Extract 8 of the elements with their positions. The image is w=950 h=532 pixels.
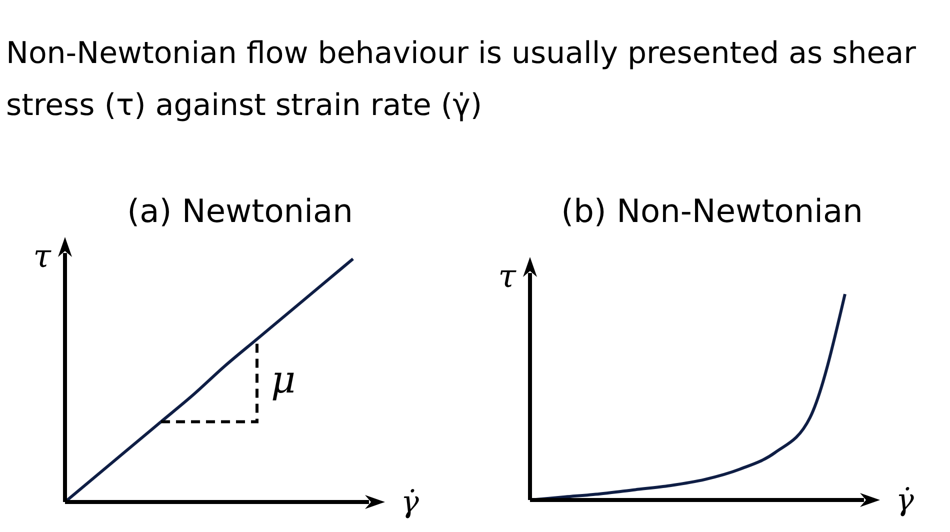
text: Non-Newtonian flow behaviour is usually presented as shear stress (τ) against strain rate (γ̇) <box>6 35 917 125</box>
annotation: μ <box>271 357 296 402</box>
x-axis-title: γ̇ <box>401 485 419 520</box>
y-axis-title: τ <box>498 257 518 295</box>
chart-title: (a) Newtonian <box>127 192 353 230</box>
y-axis-title: τ <box>33 237 52 275</box>
chart-title: (b) Non-Newtonian <box>561 192 863 230</box>
x-axis-title: γ̇ <box>896 483 914 518</box>
